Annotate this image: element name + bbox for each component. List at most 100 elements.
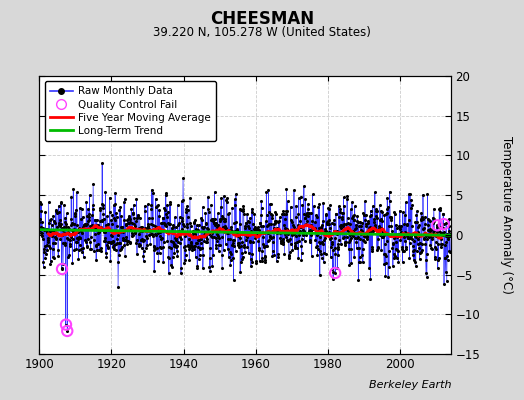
Point bbox=[282, 208, 290, 214]
Point bbox=[123, 240, 132, 247]
Point bbox=[400, 221, 408, 227]
Point bbox=[321, 251, 330, 257]
Point bbox=[293, 222, 302, 228]
Point bbox=[417, 249, 425, 255]
Point bbox=[169, 221, 178, 228]
Point bbox=[345, 239, 353, 246]
Point bbox=[421, 221, 429, 227]
Point bbox=[126, 216, 135, 222]
Point bbox=[186, 244, 194, 250]
Point bbox=[348, 199, 356, 205]
Point bbox=[127, 233, 136, 239]
Point bbox=[220, 225, 228, 231]
Point bbox=[246, 256, 255, 262]
Point bbox=[142, 233, 150, 239]
Point bbox=[213, 231, 221, 238]
Point bbox=[269, 234, 277, 240]
Point bbox=[112, 236, 121, 242]
Point bbox=[411, 258, 419, 265]
Point bbox=[174, 230, 183, 237]
Point bbox=[147, 221, 155, 227]
Point bbox=[260, 252, 269, 259]
Point bbox=[127, 206, 136, 212]
Point bbox=[384, 204, 392, 210]
Point bbox=[399, 209, 407, 216]
Point bbox=[420, 236, 428, 242]
Point bbox=[238, 206, 247, 212]
Point bbox=[38, 230, 46, 236]
Point bbox=[191, 231, 199, 237]
Point bbox=[187, 238, 195, 245]
Point bbox=[110, 242, 118, 248]
Point bbox=[439, 232, 447, 238]
Point bbox=[166, 199, 174, 206]
Point bbox=[425, 234, 433, 240]
Point bbox=[363, 234, 371, 240]
Point bbox=[291, 214, 300, 220]
Point bbox=[52, 224, 61, 230]
Point bbox=[66, 243, 74, 250]
Point bbox=[272, 218, 280, 224]
Point bbox=[334, 246, 342, 252]
Point bbox=[392, 246, 400, 252]
Point bbox=[435, 229, 444, 236]
Point bbox=[128, 232, 137, 239]
Point bbox=[203, 226, 212, 232]
Point bbox=[397, 223, 405, 229]
Point bbox=[207, 217, 215, 223]
Point bbox=[380, 241, 389, 248]
Point bbox=[437, 244, 445, 250]
Point bbox=[407, 223, 416, 229]
Point bbox=[339, 210, 347, 216]
Point bbox=[129, 210, 137, 216]
Point bbox=[318, 222, 326, 228]
Point bbox=[117, 244, 126, 250]
Point bbox=[244, 232, 253, 238]
Point bbox=[80, 222, 89, 228]
Point bbox=[189, 246, 198, 252]
Point bbox=[357, 223, 366, 230]
Point bbox=[151, 223, 159, 230]
Point bbox=[335, 203, 343, 210]
Point bbox=[99, 201, 107, 208]
Point bbox=[181, 252, 190, 258]
Point bbox=[391, 253, 399, 260]
Point bbox=[440, 281, 448, 287]
Point bbox=[282, 225, 291, 232]
Point bbox=[154, 203, 162, 209]
Point bbox=[271, 211, 280, 217]
Point bbox=[168, 264, 177, 270]
Point bbox=[161, 192, 170, 199]
Point bbox=[198, 224, 206, 231]
Point bbox=[172, 236, 180, 243]
Point bbox=[291, 243, 299, 250]
Point bbox=[362, 222, 370, 229]
Point bbox=[329, 247, 337, 254]
Point bbox=[141, 228, 150, 234]
Point bbox=[109, 238, 117, 245]
Point bbox=[356, 227, 365, 233]
Point bbox=[150, 246, 159, 252]
Point bbox=[127, 226, 135, 232]
Point bbox=[289, 223, 298, 230]
Point bbox=[352, 224, 360, 231]
Point bbox=[77, 228, 85, 234]
Point bbox=[393, 234, 401, 240]
Point bbox=[210, 234, 218, 240]
Point bbox=[280, 222, 288, 228]
Point bbox=[281, 216, 289, 222]
Point bbox=[267, 221, 276, 227]
Point bbox=[83, 242, 92, 249]
Point bbox=[377, 208, 385, 214]
Point bbox=[241, 223, 249, 229]
Point bbox=[162, 190, 170, 196]
Point bbox=[59, 227, 67, 233]
Point bbox=[409, 243, 417, 249]
Point bbox=[200, 224, 208, 230]
Point bbox=[391, 254, 399, 260]
Point bbox=[48, 221, 56, 228]
Point bbox=[444, 223, 453, 230]
Point bbox=[177, 265, 185, 271]
Point bbox=[338, 210, 346, 216]
Point bbox=[176, 214, 184, 220]
